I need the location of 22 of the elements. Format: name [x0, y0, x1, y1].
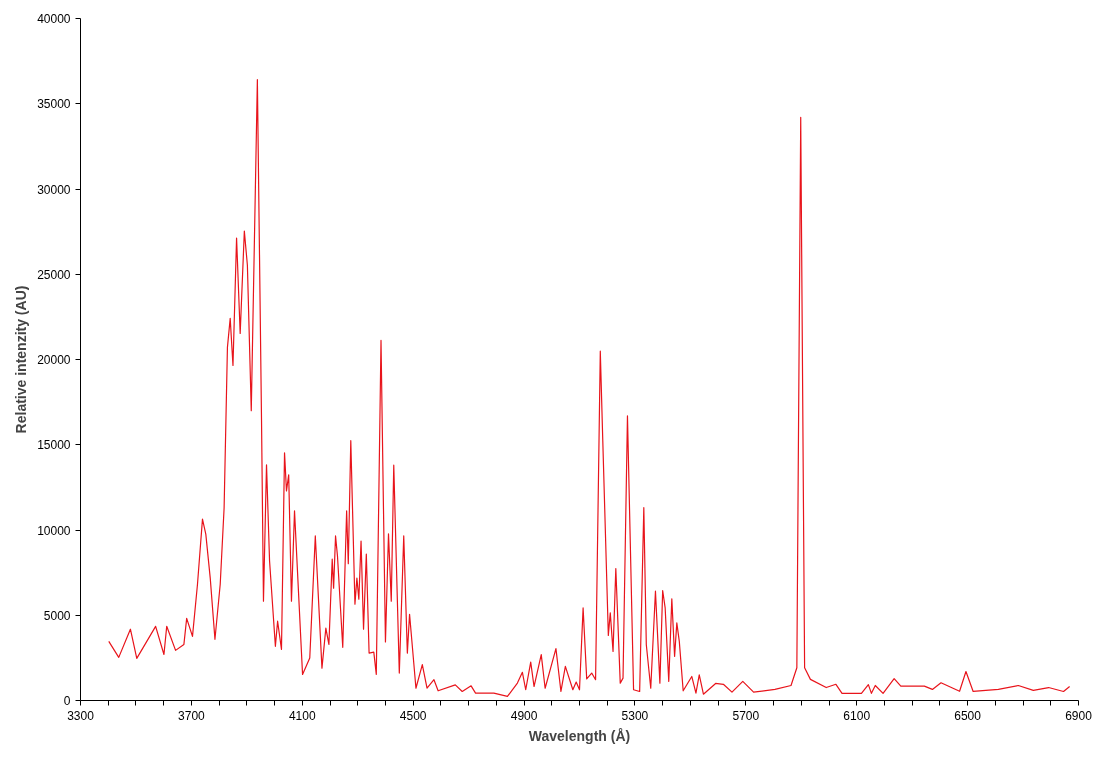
y-axis-title: Relative intenzity (AU) — [13, 285, 30, 434]
x-tick-label: 5300 — [621, 708, 649, 723]
x-tick-label: 4500 — [399, 708, 427, 723]
x-axis-title: Wavelength (Å) — [528, 727, 631, 744]
x-tick-label: 6100 — [843, 708, 871, 723]
x-tick-label: 6900 — [1065, 708, 1093, 723]
y-tick-label: 30000 — [37, 182, 71, 197]
x-tick-label: 3300 — [67, 708, 95, 723]
line-series — [108, 79, 1071, 698]
x-tick-label: 6500 — [954, 708, 982, 723]
x-tick-label: 3700 — [178, 708, 206, 723]
y-tick-label: 0 — [63, 694, 71, 708]
x-tick-label: 4900 — [510, 708, 538, 723]
y-tick-label: 15000 — [37, 438, 71, 453]
y-tick-label: 25000 — [37, 267, 71, 282]
y-tick-label: 20000 — [37, 353, 71, 367]
x-tick-label: 4100 — [288, 708, 316, 723]
y-tick-label: 5000 — [43, 608, 71, 623]
x-tick-label: 5700 — [732, 708, 760, 723]
y-tick-label: 40000 — [37, 12, 71, 26]
y-tick-label: 10000 — [37, 523, 71, 538]
y-tick-label: 35000 — [37, 97, 71, 112]
